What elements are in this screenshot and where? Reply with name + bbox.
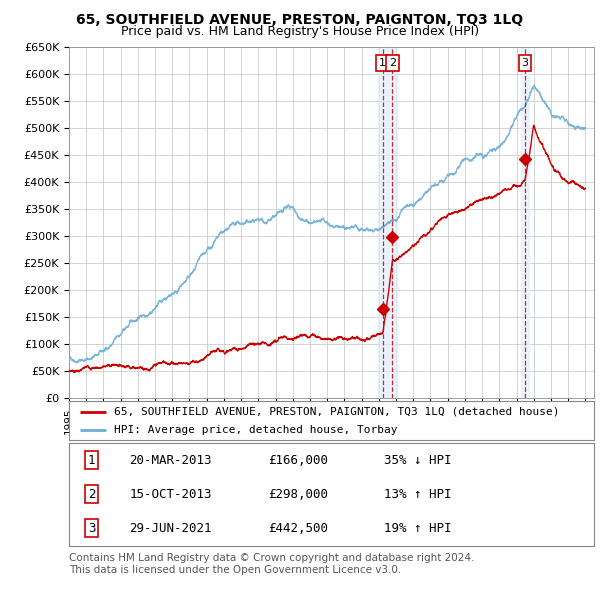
Text: 2: 2 (389, 58, 396, 68)
Text: 15-OCT-2013: 15-OCT-2013 (130, 487, 212, 501)
Bar (521, 47, 529, 398)
Text: 1: 1 (88, 454, 95, 467)
Text: 3: 3 (521, 58, 529, 68)
Text: 35% ↓ HPI: 35% ↓ HPI (384, 454, 452, 467)
Bar (388, 47, 397, 398)
Text: 20-MAR-2013: 20-MAR-2013 (130, 454, 212, 467)
Text: Contains HM Land Registry data © Crown copyright and database right 2024.
This d: Contains HM Land Registry data © Crown c… (69, 553, 475, 575)
Text: 13% ↑ HPI: 13% ↑ HPI (384, 487, 452, 501)
Bar (379, 47, 387, 398)
Text: 65, SOUTHFIELD AVENUE, PRESTON, PAIGNTON, TQ3 1LQ (detached house): 65, SOUTHFIELD AVENUE, PRESTON, PAIGNTON… (113, 407, 559, 417)
Text: 19% ↑ HPI: 19% ↑ HPI (384, 522, 452, 535)
Text: Price paid vs. HM Land Registry's House Price Index (HPI): Price paid vs. HM Land Registry's House … (121, 25, 479, 38)
Text: 65, SOUTHFIELD AVENUE, PRESTON, PAIGNTON, TQ3 1LQ: 65, SOUTHFIELD AVENUE, PRESTON, PAIGNTON… (76, 13, 524, 27)
Text: 29-JUN-2021: 29-JUN-2021 (130, 522, 212, 535)
Text: £298,000: £298,000 (269, 487, 329, 501)
Text: HPI: Average price, detached house, Torbay: HPI: Average price, detached house, Torb… (113, 425, 397, 435)
Text: 1: 1 (379, 58, 386, 68)
Text: £442,500: £442,500 (269, 522, 329, 535)
Text: 2: 2 (88, 487, 95, 501)
Text: 3: 3 (88, 522, 95, 535)
Text: £166,000: £166,000 (269, 454, 329, 467)
